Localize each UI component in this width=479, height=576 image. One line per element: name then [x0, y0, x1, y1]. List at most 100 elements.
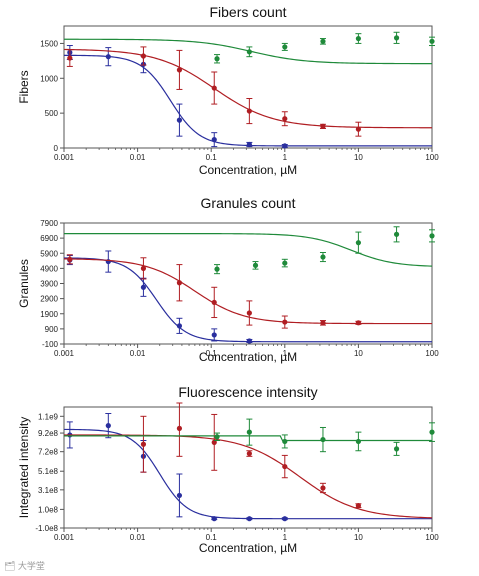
data-point [282, 438, 288, 445]
data-point [393, 35, 400, 41]
data-point [176, 425, 183, 432]
plot-frame [63, 222, 433, 345]
data-point [246, 310, 252, 316]
series-red [63, 254, 432, 329]
data-point [246, 108, 252, 114]
x-tick-label: 0.1 [206, 349, 218, 358]
data-point [355, 35, 361, 42]
granules-count-panel: Granules count Concentration, µM Granules 0… [17, 195, 439, 364]
data-point [211, 85, 217, 91]
data-point [429, 38, 435, 44]
data-point [246, 338, 252, 344]
data-point [282, 516, 288, 522]
data-point [320, 436, 326, 443]
y-tick-label: 2900 [40, 295, 58, 304]
series-red [64, 402, 433, 519]
data-point [355, 503, 361, 509]
y-tick-label: 4900 [40, 264, 58, 273]
fluorescence-intensity-panel: Fluorescence intensity Concentration, µM I… [17, 384, 439, 555]
x-tick-label: 10 [354, 533, 363, 542]
x-tick-label: 1 [283, 533, 288, 542]
fit-curve-red [64, 434, 433, 519]
fit-curve-green [64, 435, 432, 442]
data-point [176, 280, 183, 286]
y-tick-label: 7.2e8 [38, 448, 59, 457]
x-tick-label: 0.001 [54, 533, 75, 542]
data-point [211, 137, 217, 143]
data-point [211, 516, 217, 522]
x-tick-label: 0.01 [130, 153, 146, 162]
data-point [140, 53, 147, 59]
x-tick-label: 1 [283, 349, 288, 358]
data-point [176, 323, 183, 329]
data-point [246, 49, 252, 55]
x-axis-label: Concentration, µM [199, 541, 297, 555]
y-tick-label: 3.1e8 [38, 486, 59, 495]
fit-curve-red [63, 48, 432, 129]
x-tick-label: 0.01 [130, 533, 146, 542]
data-point [214, 56, 220, 62]
y-axis-label: Integrated intensity [17, 417, 31, 518]
data-point [176, 492, 183, 499]
x-tick-label: 10 [354, 153, 363, 162]
data-point [105, 423, 111, 429]
series-red [63, 46, 432, 137]
data-point [429, 233, 435, 239]
plot-frame [63, 25, 433, 149]
y-tick-label: 5.1e8 [38, 467, 59, 476]
y-axis-label: Fibers [17, 70, 31, 103]
series-green [64, 31, 435, 65]
data-point [320, 485, 326, 491]
series-green [64, 418, 435, 456]
data-point [252, 262, 259, 268]
y-tick-label: 900 [45, 325, 59, 334]
series-blue [63, 413, 432, 522]
data-point [282, 319, 288, 325]
fibers-count-panel: Fibers count Concentration, µM Fibers 0.001… [17, 4, 439, 177]
y-tick-label: 1.0e8 [38, 505, 59, 514]
x-tick-label: 0.001 [54, 349, 75, 358]
data-point [246, 429, 252, 435]
chart-title: Fluorescence intensity [178, 384, 317, 400]
data-point [320, 123, 326, 129]
y-tick-label: 5900 [40, 249, 58, 258]
data-point [67, 55, 73, 61]
data-point [211, 332, 217, 338]
y-tick-label: 7900 [40, 219, 58, 228]
y-tick-label: 6900 [40, 234, 58, 243]
x-tick-label: 100 [425, 153, 439, 162]
data-point [176, 67, 183, 73]
y-tick-label: 500 [45, 109, 59, 118]
x-tick-label: 0.01 [130, 349, 146, 358]
x-tick-label: 1 [283, 153, 288, 162]
y-tick-label: 1500 [40, 39, 58, 48]
chart-title: Fibers count [209, 4, 286, 20]
y-tick-label: 3900 [40, 280, 58, 289]
data-point [355, 438, 361, 445]
y-tick-label: 1000 [40, 74, 58, 83]
data-point [282, 143, 288, 149]
y-tick-label: -1.0e8 [35, 524, 58, 533]
data-point [282, 116, 288, 122]
x-tick-label: 100 [425, 349, 439, 358]
data-point [282, 44, 288, 50]
data-point [214, 266, 220, 272]
data-point [214, 434, 220, 440]
data-point [211, 439, 217, 445]
data-point [355, 320, 361, 326]
data-point [246, 516, 252, 522]
data-point [320, 38, 326, 44]
data-point [140, 284, 147, 290]
series-green [64, 226, 435, 275]
data-point [355, 126, 361, 132]
data-point [67, 256, 73, 262]
data-point [211, 299, 217, 306]
y-tick-label: 9.2e8 [38, 429, 59, 438]
y-tick-label: 0 [54, 144, 59, 153]
data-point [320, 320, 326, 326]
x-tick-label: 0.1 [206, 153, 218, 162]
data-point [140, 441, 147, 447]
y-axis-label: Granules [17, 259, 31, 308]
data-point [246, 450, 252, 457]
